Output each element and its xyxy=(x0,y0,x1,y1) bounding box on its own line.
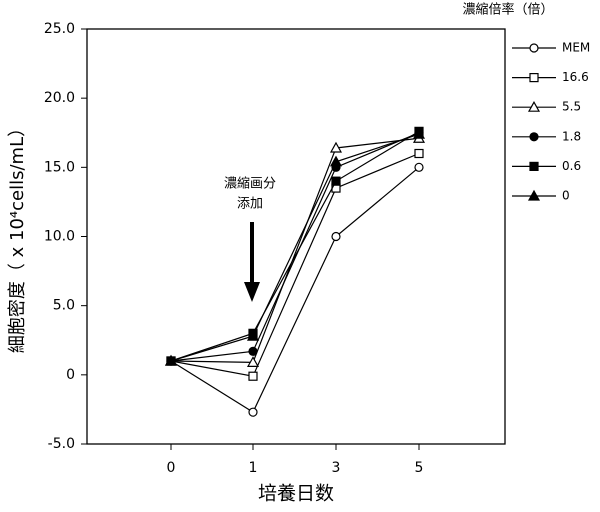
annotation: 濃縮画分 xyxy=(224,176,276,192)
y-tick-label: 25.0 xyxy=(44,21,75,37)
series-line xyxy=(170,137,420,363)
y-tick-label: -5.0 xyxy=(48,436,75,452)
data-point xyxy=(414,148,424,159)
legend-title: 濃縮倍率（倍） xyxy=(462,2,553,18)
legend-label: 16.6 xyxy=(562,70,589,84)
legend-marker xyxy=(529,43,539,53)
data-point xyxy=(248,407,258,417)
legend-marker xyxy=(527,100,541,112)
plot-frame xyxy=(86,28,506,445)
y-tick-label: 15.0 xyxy=(44,159,75,175)
data-point xyxy=(246,356,260,367)
legend-label: MEM xyxy=(562,41,590,55)
series-line xyxy=(170,130,420,362)
data-point xyxy=(329,141,343,153)
series-line xyxy=(170,133,420,362)
y-tick-label: 10.0 xyxy=(44,229,75,245)
data-point xyxy=(246,329,260,341)
legend-marker xyxy=(529,161,539,171)
x-axis-label: 培養日数 xyxy=(258,483,334,505)
y-axis-label: 細胞密度（ x 10⁴cells/mL） xyxy=(7,119,28,353)
y-tick-label: 20.0 xyxy=(44,90,75,106)
data-point xyxy=(331,176,341,186)
x-tick-label: 3 xyxy=(332,460,341,476)
data-point xyxy=(331,231,341,242)
series-line xyxy=(170,166,420,414)
series-line xyxy=(170,152,420,377)
series-line xyxy=(170,132,420,362)
legend-label: 0.6 xyxy=(562,159,581,173)
x-tick-label: 5 xyxy=(415,460,424,476)
x-tick-label: 1 xyxy=(249,460,258,476)
x-tick-label: 0 xyxy=(167,460,176,476)
data-point xyxy=(164,354,178,366)
arrow-head xyxy=(244,282,260,302)
legend-label: 5.5 xyxy=(562,100,581,114)
data-point xyxy=(248,346,258,356)
data-point xyxy=(329,155,343,167)
legend-label: 0 xyxy=(562,189,570,203)
data-point xyxy=(248,371,258,381)
data-point xyxy=(414,162,424,172)
y-tick-label: 5.0 xyxy=(53,298,75,314)
legend-marker xyxy=(529,132,539,142)
legend-label: 1.8 xyxy=(562,129,581,143)
data-point xyxy=(412,127,426,139)
legend-marker xyxy=(527,189,541,201)
annotation: 添加 xyxy=(237,197,263,212)
y-tick-label: 0 xyxy=(66,367,75,383)
legend-marker xyxy=(529,72,539,83)
